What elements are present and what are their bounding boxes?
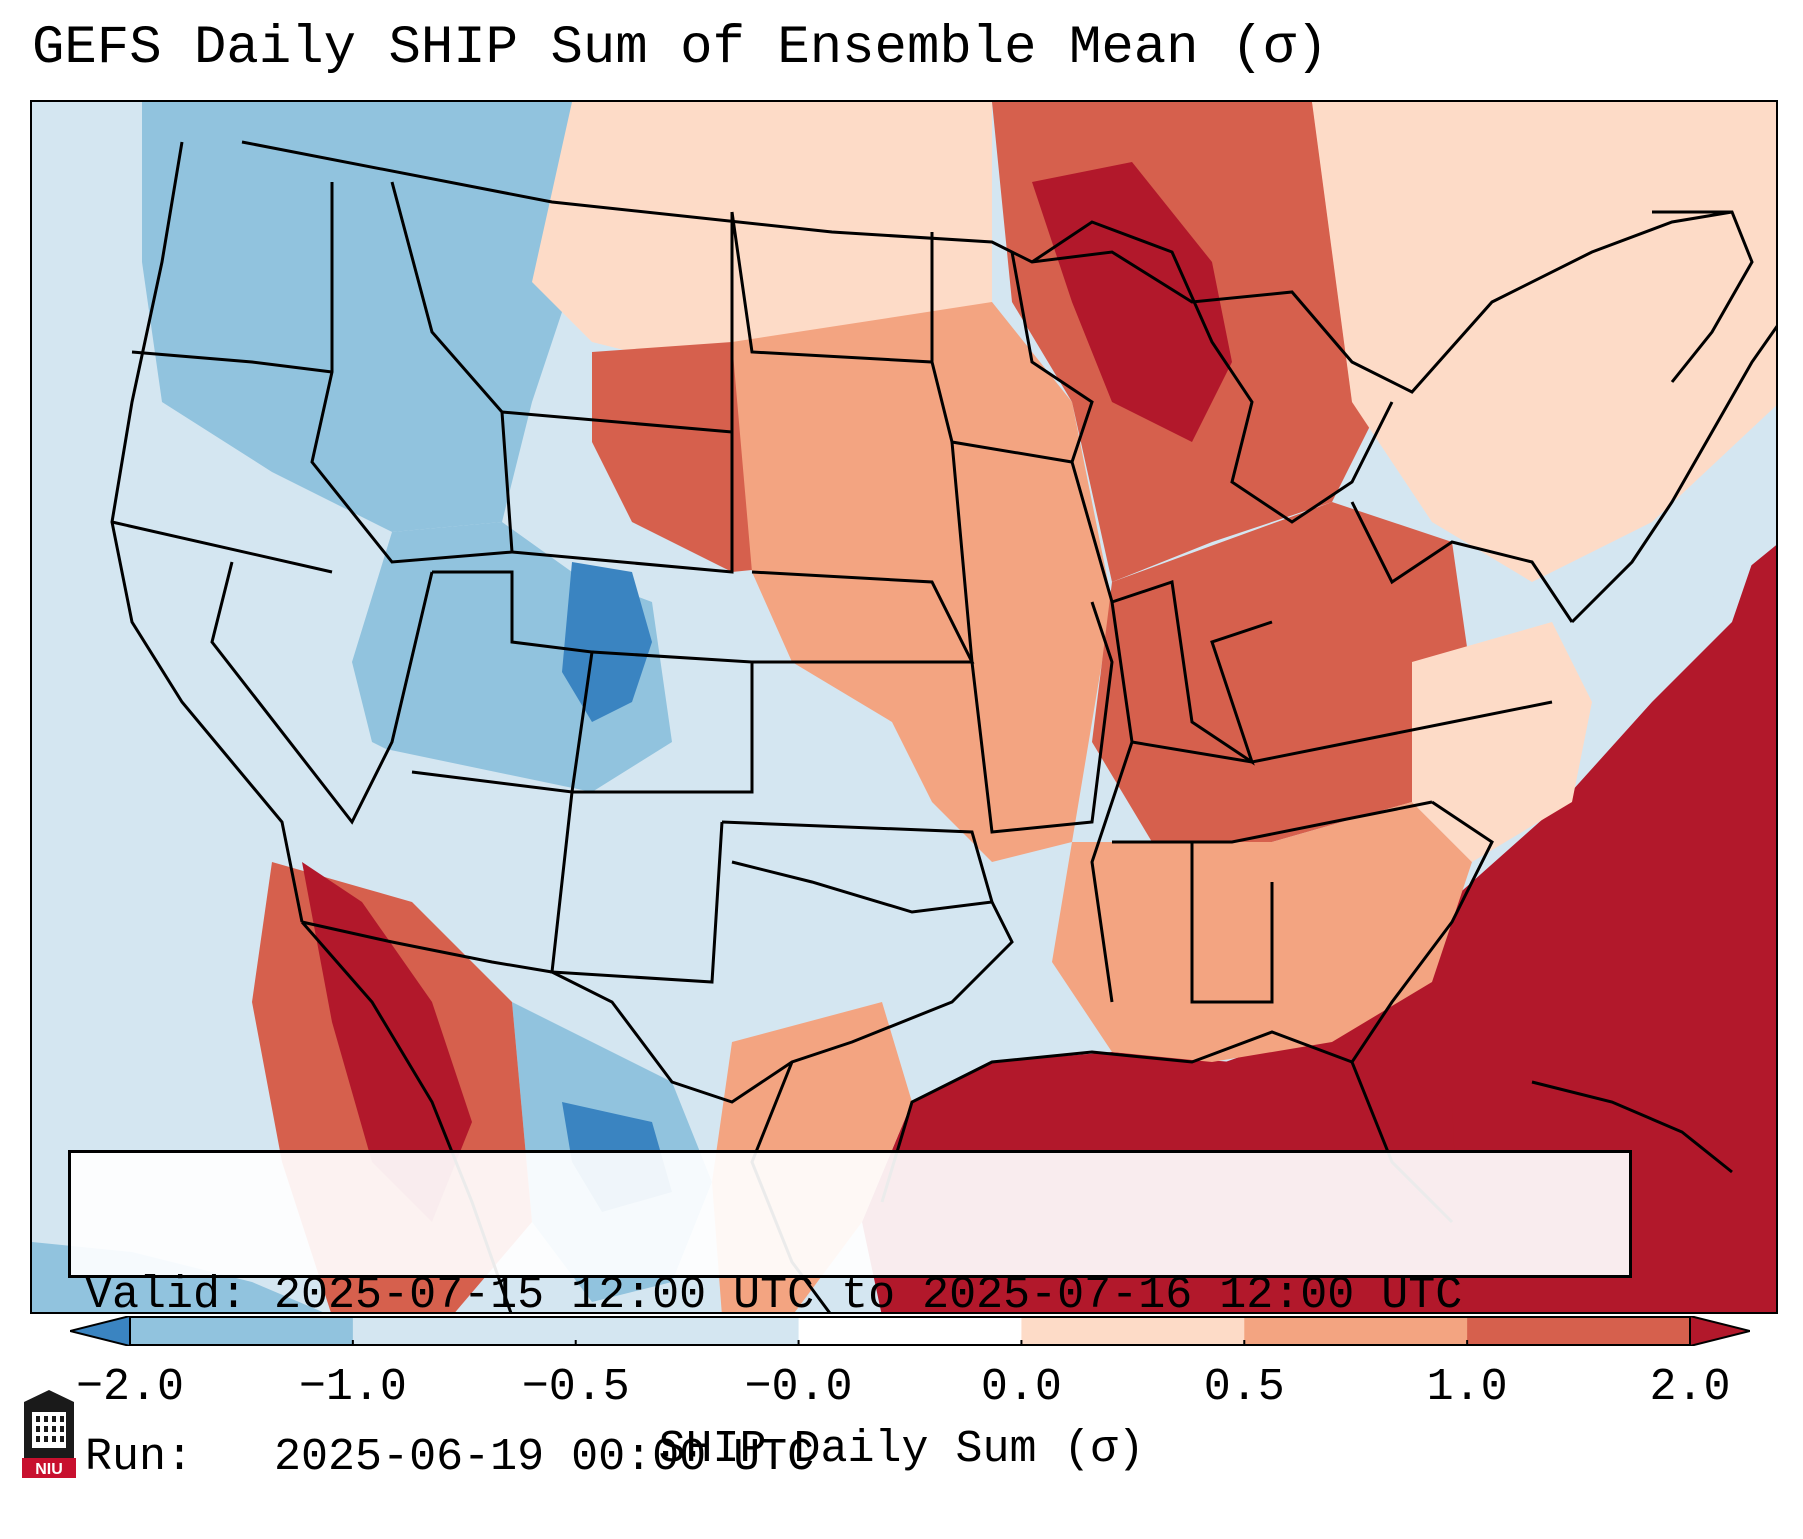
map-panel	[30, 100, 1778, 1314]
great-lakes-shoreline	[1031, 220, 1394, 524]
colorado-deep-blue-region	[562, 562, 652, 722]
colorbar-segment	[1244, 1316, 1468, 1346]
idaho-border	[310, 181, 514, 564]
northeast-coastline	[1570, 325, 1776, 624]
chart-title: GEFS Daily SHIP Sum of Ensemble Mean (σ)	[32, 18, 1329, 79]
oklahoma-texas-border	[721, 820, 994, 914]
colorbar-label: SHIP Daily Sum (σ)	[658, 1424, 1145, 1475]
colorbar-segment	[352, 1316, 577, 1346]
mexico-border	[301, 920, 553, 974]
cuba-outline	[1531, 1080, 1733, 1174]
colorbar-outline	[129, 1316, 1691, 1346]
colorbar-tick-label: 0.5	[1203, 1362, 1285, 1413]
colorbar-segment	[798, 1316, 1022, 1346]
colorbar-tick-label: −0.5	[521, 1362, 630, 1413]
run-line: Run: 2025-06-19 00:00 UTC	[85, 1431, 1615, 1485]
utah-border	[411, 570, 594, 794]
northeast-light-red-region	[1312, 102, 1776, 582]
colorbar-segment	[130, 1316, 354, 1346]
niu-building-icon: NIU	[22, 1390, 76, 1478]
gulf-coastline	[880, 1030, 1353, 1203]
colorbar-segment	[1467, 1316, 1691, 1346]
iowa-missouri-border	[950, 441, 1114, 834]
atlantic-light-band	[1552, 406, 1776, 662]
colorado-border	[572, 650, 754, 794]
maine-coast	[1652, 210, 1754, 383]
colorbar-tick-label: −1.0	[298, 1362, 407, 1413]
mid-atlantic-light-region	[1412, 622, 1592, 862]
state-boundaries	[110, 140, 1776, 1312]
logo-text: NIU	[35, 1461, 63, 1478]
baja-dark-red-region	[302, 862, 472, 1222]
ship-anomaly-map	[32, 102, 1776, 1312]
appalachian-border	[1350, 501, 1574, 623]
alabama-georgia-border	[1190, 842, 1274, 1004]
valid-time-range: 2025-07-15 12:00 UTC to 2025-07-16 12:00…	[274, 1270, 1463, 1321]
valid-run-info-box: Valid: 2025-07-15 12:00 UTC to 2025-07-1…	[68, 1150, 1632, 1483]
kentucky-tennessee-border	[1131, 700, 1553, 764]
oregon-california-border	[111, 520, 333, 574]
upper-midwest-dark-red-region	[1032, 162, 1232, 442]
southeast-salmon-region	[1052, 802, 1472, 1062]
southwest-light-region	[352, 742, 952, 1092]
run-label: Run:	[85, 1432, 194, 1483]
washington-oregon-border	[131, 350, 333, 374]
colorbar-segment	[1021, 1316, 1245, 1346]
nevada-border	[210, 561, 434, 825]
run-time: 2025-06-19 00:00 UTC	[274, 1432, 815, 1483]
valid-line: Valid: 2025-07-15 12:00 UTC to 2025-07-1…	[85, 1269, 1615, 1323]
wyoming-colorado-border	[511, 432, 734, 574]
us-canada-border	[241, 140, 1733, 394]
colorbar-tick-label: 2.0	[1649, 1362, 1731, 1413]
pacific-coast-light-region	[122, 402, 412, 862]
colorbar	[70, 1316, 1750, 1346]
colorbar-tick-label: 1.0	[1426, 1362, 1508, 1413]
colorbar-tick-label: −2.0	[75, 1362, 185, 1413]
tennessee-south-border	[1112, 800, 1433, 844]
northwest-blue-region	[142, 102, 592, 532]
new-mexico-border	[550, 791, 724, 984]
ohio-valley-red-region	[1092, 502, 1472, 842]
illinois-indiana-border	[1111, 580, 1273, 766]
colorbar-tick-label: 0.0	[980, 1362, 1062, 1413]
us-west-coastline	[110, 141, 304, 923]
colorbar-extend-low	[70, 1316, 131, 1346]
colorbar-tick-label: −0.0	[744, 1362, 853, 1413]
nebraska-kansas-border	[751, 570, 975, 664]
colorbar-extend-high	[1689, 1316, 1750, 1346]
colorbar-segment	[575, 1316, 800, 1346]
valid-label: Valid:	[85, 1270, 248, 1321]
